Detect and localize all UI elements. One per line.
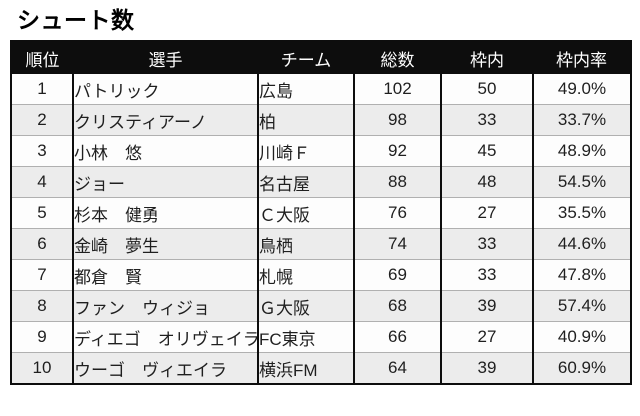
table-row: 10 ウーゴ ヴィエイラ 横浜FM 64 39 60.9% (11, 352, 631, 384)
cell-total-shots: 102 (353, 74, 441, 105)
header-player: 選手 (73, 41, 258, 74)
table-row: 3 小林 悠 川崎Ｆ 92 45 48.9% (11, 135, 631, 167)
cell-on-target-rate: 47.8% (532, 259, 631, 291)
cell-player: ジョー (72, 166, 258, 198)
header-team: チーム (258, 41, 354, 74)
cell-on-target-rate: 33.7% (532, 104, 631, 136)
cell-total-shots: 69 (353, 259, 441, 291)
cell-rank: 3 (11, 135, 73, 167)
header-on-target-rate: 枠内率 (533, 41, 631, 74)
cell-team: Ｇ大阪 (257, 290, 354, 322)
table-header: 順位 選手 チーム 総数 枠内 枠内率 (11, 41, 631, 74)
cell-on-target-rate: 60.9% (532, 352, 631, 384)
cell-player: ウーゴ ヴィエイラ (72, 352, 258, 384)
cell-total-shots: 92 (353, 135, 441, 167)
cell-on-target-rate: 35.5% (532, 197, 631, 229)
cell-rank: 8 (11, 290, 73, 322)
cell-on-target: 45 (440, 135, 533, 167)
cell-team: 名古屋 (257, 166, 354, 198)
cell-team: 広島 (257, 74, 354, 105)
header-on-target: 枠内 (441, 41, 533, 74)
cell-total-shots: 66 (353, 321, 441, 353)
cell-team: 柏 (257, 104, 354, 136)
cell-total-shots: 64 (353, 352, 441, 384)
header-row: 順位 選手 チーム 総数 枠内 枠内率 (11, 41, 631, 74)
cell-player: 都倉 賢 (72, 259, 258, 291)
cell-player: ファン ウィジョ (72, 290, 258, 322)
cell-total-shots: 98 (353, 104, 441, 136)
cell-player: ディエゴ オリヴェイラ (72, 321, 258, 353)
cell-on-target-rate: 54.5% (532, 166, 631, 198)
cell-rank: 2 (11, 104, 73, 136)
cell-player: 小林 悠 (72, 135, 258, 167)
cell-team: Ｃ大阪 (257, 197, 354, 229)
cell-rank: 4 (11, 166, 73, 198)
table-row: 4 ジョー 名古屋 88 48 54.5% (11, 166, 631, 198)
table-row: 9 ディエゴ オリヴェイラ FC東京 66 27 40.9% (11, 321, 631, 353)
cell-on-target-rate: 57.4% (532, 290, 631, 322)
table-row: 8 ファン ウィジョ Ｇ大阪 68 39 57.4% (11, 290, 631, 322)
header-total-shots: 総数 (354, 41, 441, 74)
cell-player: 杉本 健勇 (72, 197, 258, 229)
table-row: 6 金崎 夢生 鳥栖 74 33 44.6% (11, 228, 631, 260)
cell-rank: 9 (11, 321, 73, 353)
cell-on-target: 27 (440, 197, 533, 229)
cell-team: 鳥栖 (257, 228, 354, 260)
cell-total-shots: 74 (353, 228, 441, 260)
cell-on-target: 39 (440, 290, 533, 322)
page-title: シュート数 (17, 7, 135, 33)
cell-rank: 7 (11, 259, 73, 291)
table-body: 1 パトリック 広島 102 50 49.0% 2 クリスティアーノ 柏 98 … (11, 74, 631, 384)
cell-on-target: 48 (440, 166, 533, 198)
table-row: 2 クリスティアーノ 柏 98 33 33.7% (11, 104, 631, 136)
cell-on-target: 33 (440, 259, 533, 291)
cell-rank: 10 (11, 352, 73, 384)
cell-player: クリスティアーノ (72, 104, 258, 136)
cell-team: 川崎Ｆ (257, 135, 354, 167)
cell-total-shots: 88 (353, 166, 441, 198)
cell-on-target: 27 (440, 321, 533, 353)
cell-rank: 5 (11, 197, 73, 229)
cell-player: パトリック (72, 74, 258, 105)
table-row: 5 杉本 健勇 Ｃ大阪 76 27 35.5% (11, 197, 631, 229)
cell-on-target-rate: 49.0% (532, 74, 631, 105)
cell-team: 札幌 (257, 259, 354, 291)
cell-on-target: 39 (440, 352, 533, 384)
cell-on-target: 33 (440, 104, 533, 136)
cell-team: 横浜FM (257, 352, 354, 384)
cell-player: 金崎 夢生 (72, 228, 258, 260)
table-row: 1 パトリック 広島 102 50 49.0% (11, 74, 631, 105)
cell-on-target: 50 (440, 74, 533, 105)
cell-rank: 1 (37, 79, 47, 98)
header-rank: 順位 (11, 41, 73, 74)
shots-stats-table: 順位 選手 チーム 総数 枠内 枠内率 1 パトリック 広島 102 50 49… (10, 40, 632, 385)
cell-on-target: 33 (440, 228, 533, 260)
cell-total-shots: 76 (353, 197, 441, 229)
cell-on-target-rate: 44.6% (532, 228, 631, 260)
cell-on-target-rate: 48.9% (532, 135, 631, 167)
cell-rank: 6 (11, 228, 73, 260)
cell-on-target-rate: 40.9% (532, 321, 631, 353)
cell-total-shots: 68 (353, 290, 441, 322)
table-row: 7 都倉 賢 札幌 69 33 47.8% (11, 259, 631, 291)
cell-team: FC東京 (257, 321, 354, 353)
